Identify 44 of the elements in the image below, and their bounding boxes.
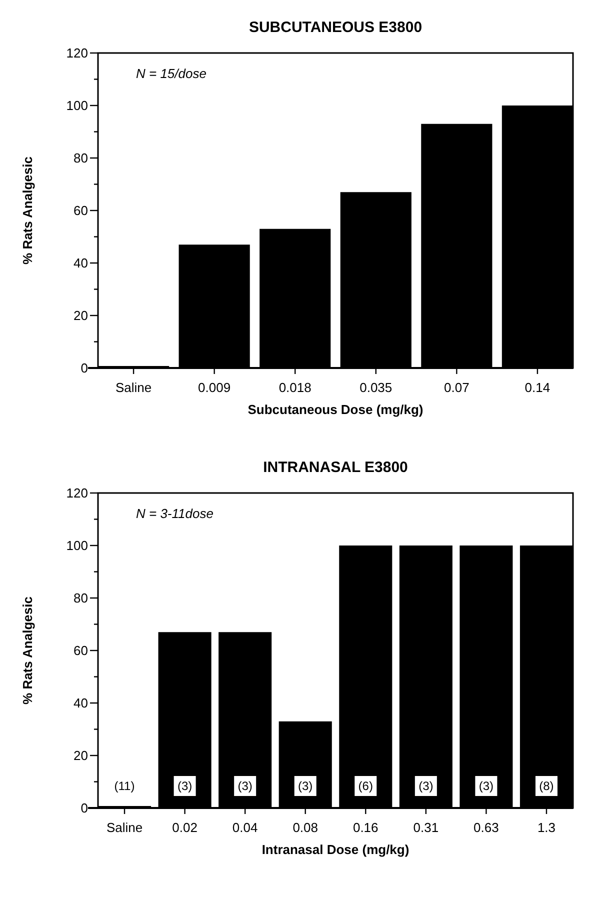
x-tick-label: 0.63 bbox=[474, 820, 499, 835]
y-tick-label: 80 bbox=[74, 150, 88, 166]
x-tick-label: 1.3 bbox=[537, 820, 556, 835]
x-axis-title: Intranasal Dose (mg/kg) bbox=[262, 842, 410, 857]
x-tick-label: 0.31 bbox=[413, 820, 439, 835]
y-tick-label: 80 bbox=[74, 590, 88, 606]
y-tick-label: 120 bbox=[66, 486, 88, 501]
y-tick-label: 60 bbox=[74, 643, 88, 658]
y-axis-title: % Rats Analgesic bbox=[20, 596, 35, 704]
x-tick-label: 0.08 bbox=[292, 820, 318, 835]
annotation: N = 15/dose bbox=[136, 66, 206, 81]
annotation: (3) bbox=[177, 779, 192, 794]
y-tick-label: 120 bbox=[66, 46, 88, 61]
y-tick-label: 20 bbox=[74, 748, 88, 764]
annotation: (3) bbox=[418, 779, 434, 794]
y-tick-label: 40 bbox=[74, 256, 88, 271]
y-tick-label: 60 bbox=[74, 203, 88, 218]
x-tick-label: 0.02 bbox=[172, 820, 198, 835]
x-tick-label: 0.035 bbox=[360, 380, 392, 395]
y-tick-label: 40 bbox=[74, 696, 88, 711]
chart-title: SUBCUTANEOUS E3800 bbox=[248, 19, 422, 36]
annotation: (3) bbox=[238, 779, 252, 794]
y-tick-label: 100 bbox=[66, 98, 88, 114]
y-axis-title: % Rats Analgesic bbox=[20, 156, 35, 264]
x-tick-label: 0.04 bbox=[232, 820, 258, 835]
x-tick-label: 0.14 bbox=[524, 380, 550, 395]
x-tick-label: 0.009 bbox=[198, 380, 231, 395]
annotation: (3) bbox=[478, 779, 494, 794]
annotation: N = 3-11dose bbox=[136, 506, 214, 521]
annotation: (6) bbox=[358, 779, 373, 794]
x-tick-label: 0.018 bbox=[278, 380, 312, 395]
y-tick-label: 0 bbox=[80, 360, 88, 376]
chart-title: INTRANASAL E3800 bbox=[263, 459, 408, 476]
y-tick-label: 100 bbox=[66, 538, 88, 554]
x-tick-label: 0.16 bbox=[352, 820, 378, 835]
annotation: (3) bbox=[298, 779, 313, 794]
x-tick-label: Saline bbox=[106, 820, 143, 835]
annotation: (11) bbox=[114, 779, 135, 794]
annotation: (8) bbox=[539, 779, 554, 794]
y-tick-label: 0 bbox=[80, 800, 88, 816]
x-axis-title: Subcutaneous Dose (mg/kg) bbox=[248, 402, 424, 417]
y-tick-label: 20 bbox=[74, 308, 88, 324]
x-tick-label: Saline bbox=[115, 380, 152, 395]
x-tick-label: 0.07 bbox=[444, 380, 470, 395]
